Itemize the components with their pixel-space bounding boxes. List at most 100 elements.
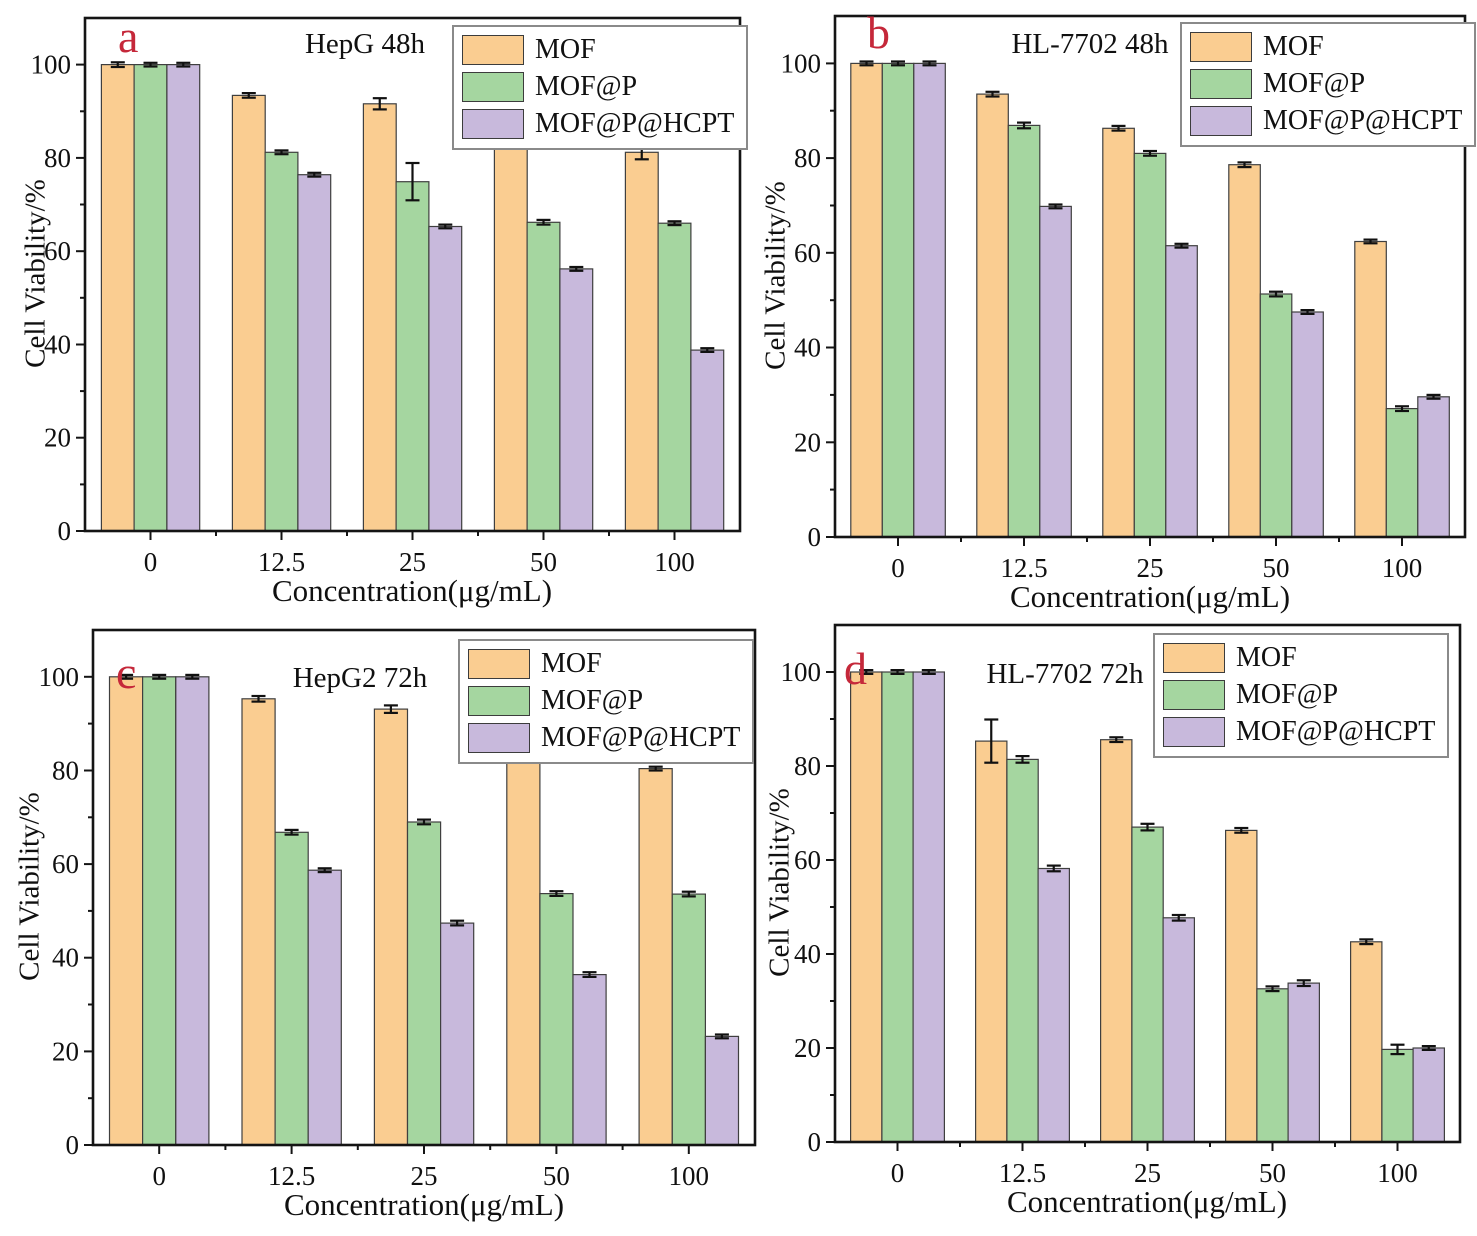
legend-swatch-mof-p xyxy=(1163,680,1225,711)
y-tick-label: 100 xyxy=(39,662,80,692)
panel-a-plot: 0 20 40 60 80 100 0 12.5 25 50 100 xyxy=(31,16,742,577)
panel-c-plot: 0 20 40 60 80 100 0 12.5 25 50 100 xyxy=(39,628,757,1191)
bar-MOF@P@HCPT-50 xyxy=(559,268,594,532)
legend-item-mof-p: MOF@P xyxy=(468,685,740,717)
panel-d-legend: MOF MOF@P MOF@P@HCPT xyxy=(1153,633,1450,758)
bar-MOF-12.5 xyxy=(241,698,276,1146)
bar-MOF@P-12.5 xyxy=(1006,758,1039,1143)
y-tick-label: 60 xyxy=(44,236,71,266)
x-tick-label: 100 xyxy=(669,1161,710,1191)
legend-item-mof: MOF xyxy=(1190,31,1462,63)
legend-swatch-mof xyxy=(468,649,530,680)
x-tick-label: 12.5 xyxy=(258,547,305,577)
legend-swatch-mof-p-hcpt xyxy=(462,109,524,140)
bar-MOF@P-25 xyxy=(406,821,442,1146)
x-tick-label: 25 xyxy=(399,547,426,577)
bar-MOF-50 xyxy=(506,741,541,1146)
x-tick-label: 12.5 xyxy=(268,1161,315,1191)
legend-label-mof-p: MOF@P xyxy=(535,71,638,103)
legend-swatch-mof xyxy=(1163,643,1225,674)
bar-MOF@P@HCPT-25 xyxy=(440,922,475,1146)
legend-item-mof-p-hcpt: MOF@P@HCPT xyxy=(462,108,734,140)
panel-d-plot: 0 20 40 60 80 100 0 12.5 25 50 100 xyxy=(781,623,1462,1188)
bar-MOF-0 xyxy=(100,63,135,532)
panel-c-y-axis-label: Cell Viability/% xyxy=(13,792,46,981)
legend-label-mof-p-hcpt: MOF@P@HCPT xyxy=(541,722,741,754)
legend-label-mof-p: MOF@P xyxy=(1236,679,1339,711)
panel-d-x-axis-label: Concentration(μg/mL) xyxy=(1006,1184,1288,1219)
panel-b-y-axis-label: Cell Viability/% xyxy=(759,181,792,370)
bar-MOF@P@HCPT-50 xyxy=(572,974,607,1146)
panel-d-y-axis-label: Cell Viability/% xyxy=(763,788,796,977)
legend-swatch-mof xyxy=(462,35,524,66)
x-tick-label: 50 xyxy=(530,547,557,577)
x-tick-label: 0 xyxy=(891,553,905,583)
legend-swatch-mof-p xyxy=(1190,69,1252,100)
x-tick-label: 50 xyxy=(543,1161,570,1191)
y-tick-label: 0 xyxy=(58,516,72,546)
bar-MOF@P-50 xyxy=(539,893,574,1146)
legend-swatch-mof-p-hcpt xyxy=(1190,106,1252,137)
legend-swatch-mof-p xyxy=(462,72,524,103)
bar-MOF-25 xyxy=(1100,739,1133,1143)
legend-label-mof-p-hcpt: MOF@P@HCPT xyxy=(535,108,735,140)
bar-MOF-0 xyxy=(108,676,144,1146)
y-tick-label: 80 xyxy=(44,143,71,173)
panel-b-x-axis-label: Concentration(μg/mL) xyxy=(1009,579,1291,614)
y-tick-label: 20 xyxy=(794,1033,821,1063)
y-tick-label: 100 xyxy=(781,657,822,687)
x-tick-label: 50 xyxy=(1263,553,1290,583)
bar-MOF-0 xyxy=(850,62,883,538)
y-tick-label: 100 xyxy=(781,48,822,78)
bar-MOF@P-25 xyxy=(395,181,430,532)
bar-MOF-25 xyxy=(1102,127,1135,538)
y-tick-label: 40 xyxy=(794,939,821,969)
bar-MOF@P@HCPT-0 xyxy=(913,62,946,538)
y-tick-label: 0 xyxy=(808,522,822,552)
bar-MOF@P@HCPT-100 xyxy=(704,1035,740,1146)
y-tick-label: 40 xyxy=(44,330,71,360)
bar-MOF@P-12.5 xyxy=(274,831,309,1146)
legend-label-mof: MOF xyxy=(535,34,596,65)
y-tick-label: 80 xyxy=(52,756,79,786)
bar-MOF-50 xyxy=(1225,829,1258,1143)
bar-MOF@P-100 xyxy=(657,222,692,532)
legend-item-mof: MOF xyxy=(1163,642,1435,674)
bar-MOF-100 xyxy=(1354,240,1387,538)
x-tick-label: 25 xyxy=(411,1161,438,1191)
y-tick-label: 80 xyxy=(794,751,821,781)
y-tick-label: 80 xyxy=(794,143,821,173)
legend-swatch-mof-p xyxy=(468,686,530,717)
bar-MOF@P-12.5 xyxy=(1007,124,1041,538)
bar-MOF@P-100 xyxy=(1385,408,1419,538)
legend-swatch-mof-p-hcpt xyxy=(468,723,530,754)
bar-MOF@P-100 xyxy=(671,893,706,1146)
bar-MOF@P-100 xyxy=(1381,1048,1414,1143)
y-tick-label: 20 xyxy=(794,427,821,457)
panel-c-title: HepG2 72h xyxy=(292,662,428,694)
bar-MOF@P-0 xyxy=(133,63,168,532)
bar-MOF@P@HCPT-0 xyxy=(175,676,210,1146)
bar-MOF@P@HCPT-50 xyxy=(1287,982,1320,1143)
bar-MOF@P-25 xyxy=(1133,152,1167,538)
legend-item-mof: MOF xyxy=(468,648,740,680)
bar-MOF@P-0 xyxy=(881,671,914,1143)
y-tick-label: 40 xyxy=(794,333,821,363)
legend-item-mof: MOF xyxy=(462,34,734,66)
x-tick-label: 0 xyxy=(152,1161,166,1191)
legend-label-mof-p: MOF@P xyxy=(541,685,644,717)
x-tick-label: 12.5 xyxy=(1000,553,1047,583)
panel-b-plot: 0 20 40 60 80 100 0 12.5 25 50 100 xyxy=(781,14,1467,583)
bar-MOF@P-0 xyxy=(142,676,177,1146)
panel-b-legend: MOF MOF@P MOF@P@HCPT xyxy=(1180,22,1477,147)
x-tick-label: 0 xyxy=(144,547,158,577)
x-tick-label: 50 xyxy=(1259,1158,1286,1188)
y-tick-label: 20 xyxy=(52,1036,79,1066)
panel-a-title: HepG 48h xyxy=(304,28,425,60)
x-tick-label: 12.5 xyxy=(999,1158,1046,1188)
panel-letter-a: a xyxy=(118,11,139,62)
bar-MOF-100 xyxy=(1349,941,1383,1143)
x-tick-label: 0 xyxy=(891,1158,905,1188)
y-tick-label: 60 xyxy=(794,238,821,268)
